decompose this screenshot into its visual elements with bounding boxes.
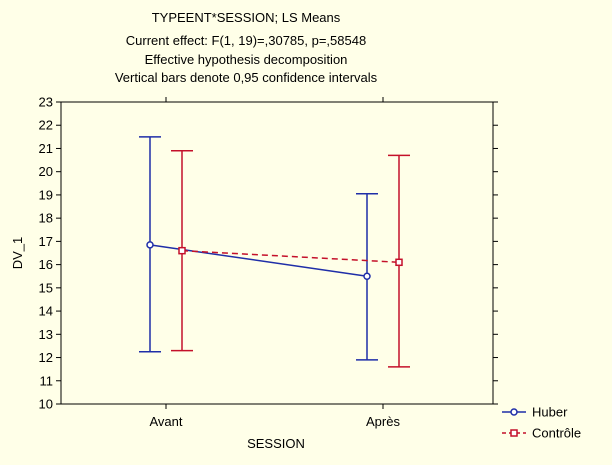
y-tick-label-17: 17 <box>39 234 53 249</box>
title-line-4: Vertical bars denote 0,95 confidence int… <box>115 70 378 85</box>
point-0-0 <box>146 241 154 249</box>
title-line-3: Effective hypothesis decomposition <box>145 52 348 67</box>
x-axis: Avant Après <box>149 97 400 429</box>
plot-frame <box>60 101 494 405</box>
title-line-1: TYPEENT*SESSION; LS Means <box>152 10 341 25</box>
y-tick-label-14: 14 <box>39 304 53 319</box>
legend-label-0: Huber <box>532 405 568 420</box>
series-0 <box>139 136 378 361</box>
y-tick-label-18: 18 <box>39 211 53 226</box>
x-axis-label: SESSION <box>247 436 305 451</box>
y-tick-label-10: 10 <box>39 397 53 412</box>
point-0-1 <box>363 272 371 280</box>
point-1-1 <box>395 258 403 267</box>
series-line-0 <box>149 244 368 277</box>
y-axis: 10 11 12 13 14 15 16 17 18 19 20 21 22 23 <box>39 95 498 412</box>
y-tick-label-15: 15 <box>39 280 53 295</box>
y-tick-label-20: 20 <box>39 164 53 179</box>
point-1-0 <box>178 246 186 255</box>
y-tick-label-13: 13 <box>39 327 53 342</box>
y-tick-label-19: 19 <box>39 187 53 202</box>
y-tick-label-23: 23 <box>39 95 53 110</box>
y-tick-label-11: 11 <box>40 373 54 388</box>
y-tick-label-12: 12 <box>39 350 53 365</box>
legend-marker-1 <box>510 429 518 437</box>
x-tick-label-1: Après <box>366 414 400 429</box>
legend-label-1: Contrôle <box>532 426 581 441</box>
x-tick-label-0: Avant <box>149 414 182 429</box>
y-tick-label-22: 22 <box>39 118 53 133</box>
legend-marker-0 <box>510 408 518 416</box>
title-line-2: Current effect: F(1, 19)=,30785, p=,5854… <box>126 33 366 48</box>
series-layer <box>139 136 410 368</box>
chart-title: TYPEENT*SESSION; LS Means Current effect… <box>115 10 378 85</box>
legend: Huber Contrôle <box>502 405 581 441</box>
y-tick-label-21: 21 <box>39 141 53 156</box>
series-1 <box>171 150 410 368</box>
y-axis-label: DV_1 <box>10 237 25 270</box>
y-tick-label-16: 16 <box>39 257 53 272</box>
series-line-1 <box>181 249 400 264</box>
